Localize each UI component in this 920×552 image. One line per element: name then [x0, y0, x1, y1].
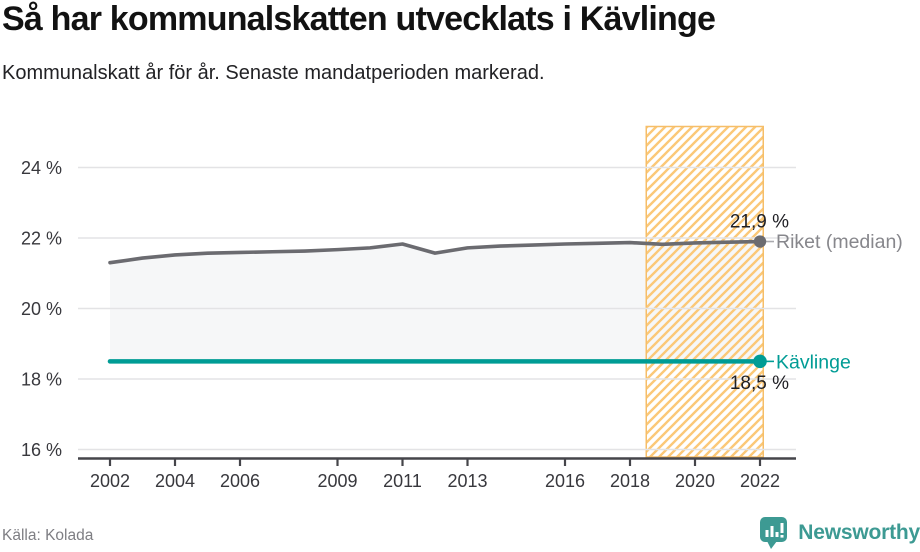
riket-endpoint-dot [753, 235, 767, 248]
newsworthy-chart-pin-icon [760, 517, 788, 549]
riket-line [108, 239, 762, 265]
x-axis-label: 2018 [610, 471, 650, 491]
x-axis-label: 2011 [383, 471, 422, 491]
riket-value-label: 21,9 % [730, 212, 789, 233]
x-axis-label: 2004 [155, 471, 195, 491]
x-axis-label: 2016 [545, 471, 585, 491]
page-subtitle: Kommunalskatt år för år. Senaste mandatp… [2, 62, 545, 84]
riket-series-label: Riket (median) [776, 231, 903, 253]
source-credit: Källa: Kolada [2, 527, 94, 544]
y-axis-label: 20 % [21, 299, 62, 319]
newsworthy-logo: Newsworthy [756, 515, 920, 551]
kavlinge-series-label: Kävlinge [776, 351, 851, 373]
page-title: Så har kommunalskatten utvecklats i Kävl… [2, 0, 716, 38]
mandate-period-band [645, 125, 764, 458]
kavlinge-value-label: 18,5 % [730, 373, 789, 394]
y-axis-label: 22 % [21, 229, 62, 249]
kavlinge-endpoint-dot [753, 354, 767, 369]
x-axis-label: 2006 [220, 471, 260, 491]
y-axis-label: 16 % [21, 440, 62, 460]
series-fill-area [110, 241, 760, 362]
y-axis-label: 24 % [21, 158, 62, 178]
x-axis-label: 2002 [90, 471, 130, 491]
x-axis-label: 2013 [447, 471, 487, 491]
y-axis-label: 18 % [21, 370, 62, 390]
newsworthy-wordmark: Newsworthy [798, 521, 920, 544]
x-axis-label: 2020 [675, 471, 715, 491]
x-axis-label: 2022 [740, 471, 780, 491]
x-axis-label: 2009 [317, 471, 357, 491]
